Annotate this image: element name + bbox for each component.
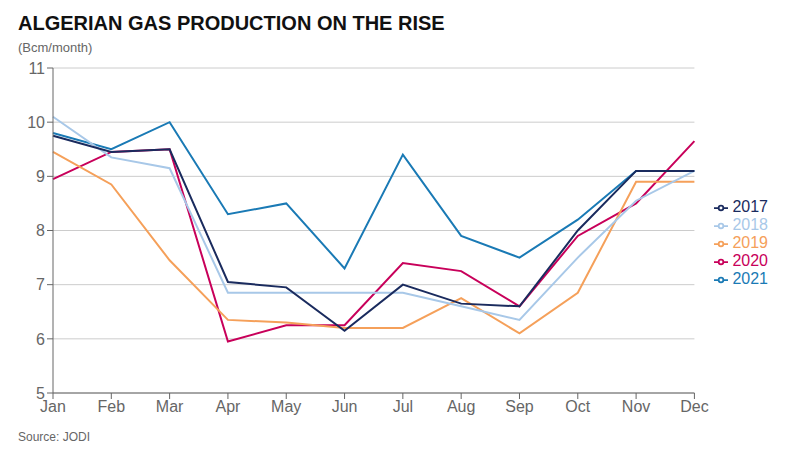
svg-text:Sep: Sep xyxy=(505,398,534,415)
svg-text:7: 7 xyxy=(36,276,45,293)
svg-text:Oct: Oct xyxy=(565,398,590,415)
svg-text:6: 6 xyxy=(36,331,45,348)
html-text:2018: 2018 xyxy=(732,216,768,233)
html-text:(Bcm/month): (Bcm/month) xyxy=(18,40,93,55)
svg-text:8: 8 xyxy=(36,222,45,239)
svg-text:5: 5 xyxy=(36,385,45,402)
svg-text:Jun: Jun xyxy=(332,398,358,415)
html-text:2019: 2019 xyxy=(732,234,768,251)
html-text:2017: 2017 xyxy=(732,198,768,215)
svg-text:11: 11 xyxy=(28,60,45,77)
html-text:ALGERIAN GAS PRODUCTION ON THE: ALGERIAN GAS PRODUCTION ON THE RISE xyxy=(18,12,445,34)
html-text:2020: 2020 xyxy=(732,252,768,269)
svg-text:9: 9 xyxy=(36,168,45,185)
svg-text:Nov: Nov xyxy=(622,398,650,415)
svg-text:10: 10 xyxy=(27,114,45,131)
svg-text:Dec: Dec xyxy=(680,398,708,415)
html-text:2021: 2021 xyxy=(732,270,768,287)
svg-text:Mar: Mar xyxy=(156,398,184,415)
svg-text:Jul: Jul xyxy=(393,398,413,415)
svg-text:Feb: Feb xyxy=(98,398,126,415)
html-text:Source: JODI: Source: JODI xyxy=(18,430,90,444)
svg-text:May: May xyxy=(271,398,301,415)
svg-text:Aug: Aug xyxy=(447,398,475,415)
svg-text:Apr: Apr xyxy=(215,398,241,415)
svg-text:Jan: Jan xyxy=(40,398,66,416)
